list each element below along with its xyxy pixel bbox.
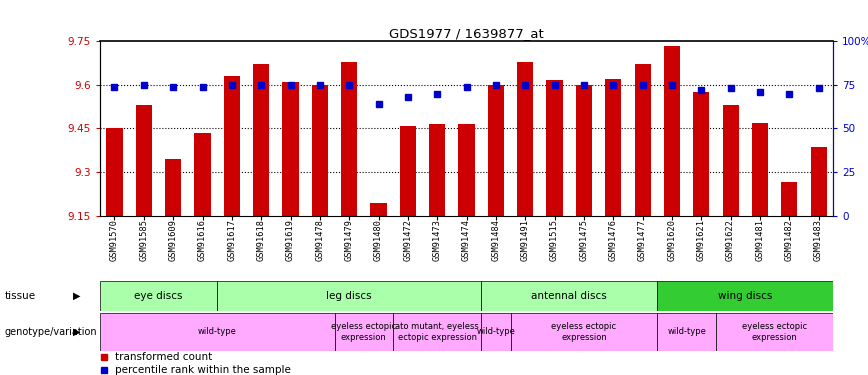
- Text: eyeless ectopic
expression: eyeless ectopic expression: [551, 322, 616, 342]
- Bar: [371, 202, 386, 216]
- Bar: [575, 85, 592, 216]
- Bar: [664, 46, 680, 216]
- Text: transformed count: transformed count: [115, 352, 213, 363]
- Text: percentile rank within the sample: percentile rank within the sample: [115, 364, 291, 375]
- Bar: [694, 92, 709, 216]
- Bar: [100, 313, 334, 351]
- Text: GSM91585: GSM91585: [140, 219, 148, 261]
- Text: leg discs: leg discs: [326, 291, 372, 301]
- Bar: [312, 85, 328, 216]
- Bar: [722, 105, 739, 216]
- Text: GSM91618: GSM91618: [257, 219, 266, 261]
- Text: GSM91617: GSM91617: [227, 219, 236, 261]
- Text: GSM91570: GSM91570: [110, 219, 119, 261]
- Bar: [393, 313, 481, 351]
- Text: GSM91473: GSM91473: [433, 219, 442, 261]
- Bar: [165, 159, 181, 216]
- Text: GSM91491: GSM91491: [521, 219, 529, 261]
- Bar: [510, 313, 657, 351]
- Text: GSM91479: GSM91479: [345, 219, 353, 261]
- Bar: [605, 79, 621, 216]
- Text: GSM91475: GSM91475: [580, 219, 589, 261]
- Bar: [547, 81, 562, 216]
- Bar: [811, 147, 826, 216]
- Text: GSM91621: GSM91621: [697, 219, 706, 261]
- Bar: [458, 124, 475, 216]
- Text: GSM91620: GSM91620: [667, 219, 676, 261]
- Bar: [781, 182, 798, 216]
- Bar: [100, 281, 217, 311]
- Title: GDS1977 / 1639877_at: GDS1977 / 1639877_at: [389, 27, 544, 40]
- Bar: [488, 85, 504, 216]
- Text: ▶: ▶: [73, 327, 80, 337]
- Text: GSM91480: GSM91480: [374, 219, 383, 261]
- Bar: [224, 76, 240, 216]
- Bar: [217, 281, 481, 311]
- Bar: [135, 105, 152, 216]
- Text: eye discs: eye discs: [135, 291, 183, 301]
- Bar: [657, 313, 716, 351]
- Text: wild-type: wild-type: [198, 327, 237, 336]
- Bar: [107, 129, 122, 216]
- Text: GSM91616: GSM91616: [198, 219, 207, 261]
- Text: GSM91476: GSM91476: [608, 219, 618, 261]
- Bar: [635, 64, 651, 216]
- Text: GSM91619: GSM91619: [286, 219, 295, 261]
- Text: genotype/variation: genotype/variation: [4, 327, 97, 337]
- Bar: [517, 62, 533, 216]
- Text: GSM91481: GSM91481: [755, 219, 765, 261]
- Text: eyeless ectopic
expression: eyeless ectopic expression: [332, 322, 397, 342]
- Text: GSM91483: GSM91483: [814, 219, 823, 261]
- Text: ato mutant, eyeless
ectopic expression: ato mutant, eyeless ectopic expression: [395, 322, 479, 342]
- Bar: [341, 62, 358, 216]
- Text: GSM91515: GSM91515: [550, 219, 559, 261]
- Text: GSM91472: GSM91472: [404, 219, 412, 261]
- Text: GSM91622: GSM91622: [727, 219, 735, 261]
- Text: eyeless ectopic
expression: eyeless ectopic expression: [742, 322, 807, 342]
- Text: GSM91484: GSM91484: [491, 219, 500, 261]
- Bar: [334, 313, 393, 351]
- Bar: [194, 133, 211, 216]
- Bar: [429, 124, 445, 216]
- Text: GSM91478: GSM91478: [315, 219, 325, 261]
- Text: GSM91609: GSM91609: [168, 219, 178, 261]
- Text: ▶: ▶: [73, 291, 80, 301]
- Text: wild-type: wild-type: [667, 327, 706, 336]
- Bar: [400, 126, 416, 216]
- Bar: [481, 281, 657, 311]
- Bar: [752, 123, 768, 216]
- Text: GSM91477: GSM91477: [638, 219, 647, 261]
- Text: GSM91482: GSM91482: [785, 219, 793, 261]
- Bar: [657, 281, 833, 311]
- Text: antennal discs: antennal discs: [531, 291, 607, 301]
- Text: GSM91474: GSM91474: [462, 219, 471, 261]
- Bar: [253, 64, 269, 216]
- Bar: [282, 82, 299, 216]
- Text: tissue: tissue: [4, 291, 36, 301]
- Bar: [481, 313, 510, 351]
- Text: wing discs: wing discs: [718, 291, 773, 301]
- Bar: [716, 313, 833, 351]
- Text: wild-type: wild-type: [477, 327, 516, 336]
